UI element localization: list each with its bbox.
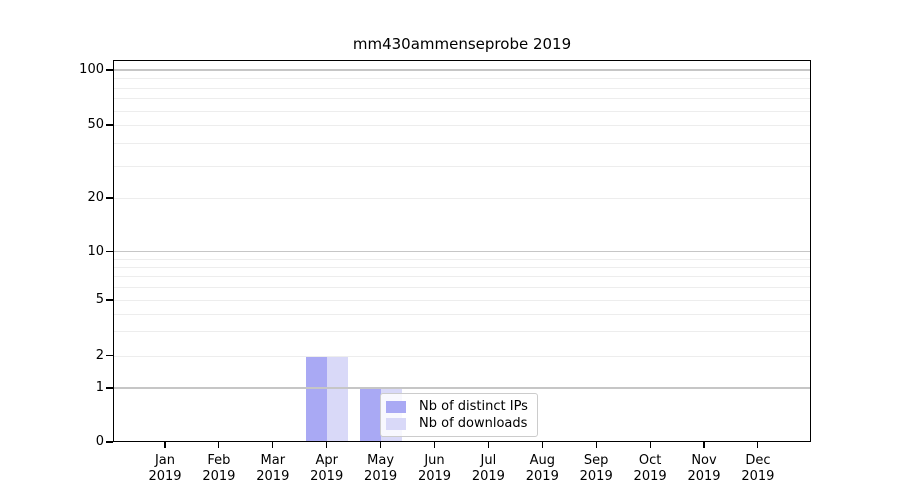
y-tick-label: 5 [95,292,104,307]
y-gridline-minor [113,87,811,89]
x-tick-mark [649,442,651,448]
x-tick-mark [541,442,543,448]
y-tick-mark [106,354,113,357]
x-tick-month: Mar [260,453,286,468]
x-tick-label: Oct 2019 [618,453,682,484]
legend: Nb of distinct IPs Nb of downloads [380,393,538,437]
y-tick-mark [106,69,113,71]
x-tick-year: 2019 [741,468,775,484]
x-tick-label: Mar 2019 [241,453,305,484]
chart-title: mm430ammenseprobe 2019 [352,35,572,53]
y-tick-mark [106,124,113,126]
x-tick-label: Jul 2019 [456,453,520,484]
x-tick-year: 2019 [310,468,344,484]
x-tick-label: Apr 2019 [295,453,359,484]
x-tick-month: Sep [583,453,609,468]
x-tick-year: 2019 [525,468,559,484]
x-tick-year: 2019 [202,468,236,484]
x-tick-month: Apr [315,453,338,468]
x-tick-year: 2019 [579,468,613,484]
y-tick-label: 10 [87,243,104,259]
y-tick-mark [106,197,113,199]
x-tick-label: Jan 2019 [133,453,197,484]
y-tick-mark [106,387,113,389]
y-gridline-minor [113,313,811,315]
x-tick-month: Nov [691,453,717,468]
x-tick-label: Feb 2019 [187,453,251,484]
y-tick-label: 100 [79,62,104,77]
x-tick-month: Oct [638,453,662,468]
x-tick-mark [595,442,597,448]
x-tick-month: Jun [424,453,445,468]
legend-label: Nb of distinct IPs [419,399,528,414]
x-tick-label: Sep 2019 [564,453,628,484]
x-tick-month: Jul [480,453,497,468]
legend-swatch [386,400,406,413]
bar-distinct-ips [305,355,327,442]
legend-item: Nb of downloads [386,415,528,432]
legend-swatch [386,417,406,430]
y-gridline-minor [113,142,811,144]
x-tick-month: Feb [207,453,231,468]
x-tick-mark [164,442,166,448]
y-tick-mark [106,299,113,301]
y-gridline-minor [113,276,811,278]
bar-distinct-ips [359,388,381,442]
y-gridline-minor [113,165,811,167]
x-tick-year: 2019 [471,468,505,484]
y-gridline-major [113,387,811,389]
x-tick-mark [487,442,489,448]
x-tick-year: 2019 [687,468,721,484]
y-gridline-minor [113,258,811,260]
legend-label: Nb of downloads [419,416,528,431]
x-tick-mark [703,442,705,448]
x-tick-month: Dec [745,453,771,468]
y-tick-mark [106,441,113,443]
y-gridline-minor [113,125,811,126]
x-tick-month: Jan [154,453,176,468]
x-tick-year: 2019 [148,468,182,484]
y-tick-label: 0 [95,434,104,449]
y-tick-label: 20 [87,190,104,205]
x-tick-label: Aug 2019 [510,453,574,484]
x-tick-label: Jun 2019 [403,453,467,484]
x-tick-label: May 2019 [349,453,413,484]
y-tick-mark [106,250,113,253]
x-tick-year: 2019 [364,468,398,484]
x-tick-label: Dec 2019 [726,453,790,484]
x-tick-mark [433,442,436,448]
y-gridline-major [113,69,811,71]
y-gridline-major [113,250,811,253]
x-tick-mark [380,442,382,448]
legend-item: Nb of distinct IPs [386,398,528,415]
x-tick-label: Nov 2019 [672,453,736,484]
y-gridline-minor [113,355,811,357]
x-tick-mark [272,442,274,448]
y-gridline-minor [113,98,811,100]
x-tick-year: 2019 [417,468,452,484]
x-tick-mark [218,442,220,448]
y-gridline-minor [113,198,811,199]
x-tick-month: May [367,453,395,468]
y-tick-label: 50 [87,117,104,132]
bar-downloads [326,355,348,442]
y-gridline-minor [113,287,811,289]
x-tick-year: 2019 [633,468,667,484]
y-tick-label: 1 [95,380,104,395]
x-tick-year: 2019 [256,468,290,484]
y-gridline-minor [113,78,811,80]
y-gridline-minor [113,110,811,112]
x-tick-mark [757,442,759,448]
y-gridline-minor [113,300,811,301]
y-gridline-minor [113,267,811,269]
y-tick-label: 2 [95,347,104,363]
x-tick-month: Aug [529,453,555,468]
x-tick-mark [326,442,328,448]
y-gridline-minor [113,330,811,332]
plot-area [113,60,811,442]
